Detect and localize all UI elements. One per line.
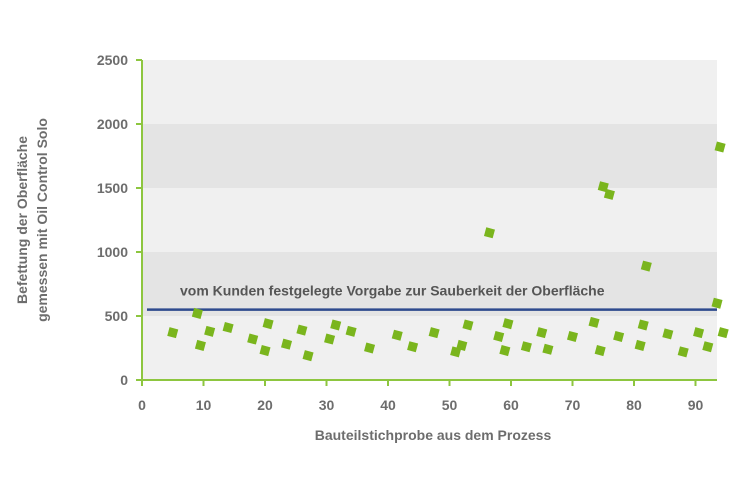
data-point <box>502 318 514 330</box>
grid-band <box>142 188 717 252</box>
data-point <box>324 333 336 345</box>
data-point <box>613 330 625 342</box>
data-point <box>296 324 308 336</box>
data-point <box>483 227 495 239</box>
data-point <box>597 181 609 193</box>
x-axis-ticks: 0 10 20 30 40 50 60 70 80 90 <box>138 380 703 413</box>
data-point <box>391 329 403 341</box>
data-point <box>345 325 357 337</box>
x-tick-label: 30 <box>319 397 335 413</box>
data-point <box>662 328 674 340</box>
data-point <box>407 341 419 353</box>
grid-band <box>142 124 717 188</box>
y-tick-label: 1000 <box>97 244 128 260</box>
y-tick-label: 500 <box>105 308 129 324</box>
data-point <box>493 330 505 342</box>
background-bands <box>142 60 717 380</box>
grid-band <box>142 252 717 316</box>
data-point <box>428 327 440 339</box>
data-point <box>677 346 689 358</box>
x-tick-label: 0 <box>138 397 146 413</box>
y-axis-title-line-1: Befettung der Oberfläche <box>14 136 30 304</box>
data-point <box>330 319 342 331</box>
data-point <box>637 319 649 331</box>
data-point <box>711 297 723 309</box>
data-point <box>456 339 468 351</box>
data-point <box>499 345 511 357</box>
x-tick-label: 50 <box>442 397 458 413</box>
data-point <box>281 338 293 350</box>
data-point <box>717 327 729 339</box>
data-point <box>640 260 652 272</box>
x-tick-label: 10 <box>196 397 212 413</box>
data-point <box>634 339 646 351</box>
x-tick-label: 60 <box>503 397 519 413</box>
y-axis-title: Befettung der Oberfläche gemessen mit Oi… <box>14 118 50 322</box>
x-tick-label: 90 <box>688 397 704 413</box>
y-tick-label: 0 <box>120 372 128 388</box>
data-point <box>364 342 376 354</box>
data-point <box>247 333 259 345</box>
data-point <box>566 330 579 342</box>
data-point <box>693 327 705 339</box>
x-tick-label: 80 <box>626 397 642 413</box>
reference-line-label: vom Kunden festgelegte Vorgabe zur Saube… <box>180 283 605 299</box>
data-point <box>542 343 554 355</box>
x-tick-label: 40 <box>380 397 396 413</box>
data-point <box>536 327 548 339</box>
data-point <box>520 341 532 353</box>
grid-band <box>142 316 717 380</box>
y-tick-label: 2000 <box>97 116 128 132</box>
data-point <box>588 316 600 328</box>
x-tick-label: 20 <box>257 397 273 413</box>
data-point <box>262 318 274 330</box>
data-point <box>204 325 216 337</box>
x-tick-label: 70 <box>565 397 581 413</box>
data-point <box>167 327 179 339</box>
y-axis-title-line-2: gemessen mit Oil Control Solo <box>34 118 50 322</box>
x-axis-title: Bauteilstichprobe aus dem Prozess <box>315 427 552 443</box>
data-point <box>222 322 234 334</box>
data-point <box>302 350 314 362</box>
data-point <box>702 341 714 353</box>
y-axis-ticks: 0 500 1000 1500 2000 2500 <box>97 52 142 388</box>
data-point <box>191 307 203 319</box>
data-points <box>167 141 729 362</box>
data-point <box>594 345 606 357</box>
data-point <box>603 188 615 200</box>
data-point <box>259 345 271 357</box>
data-point <box>714 141 726 153</box>
data-point <box>462 319 474 331</box>
y-tick-label: 1500 <box>97 180 128 196</box>
grid-band <box>142 60 717 124</box>
data-point <box>194 339 206 351</box>
y-tick-label: 2500 <box>97 52 128 68</box>
